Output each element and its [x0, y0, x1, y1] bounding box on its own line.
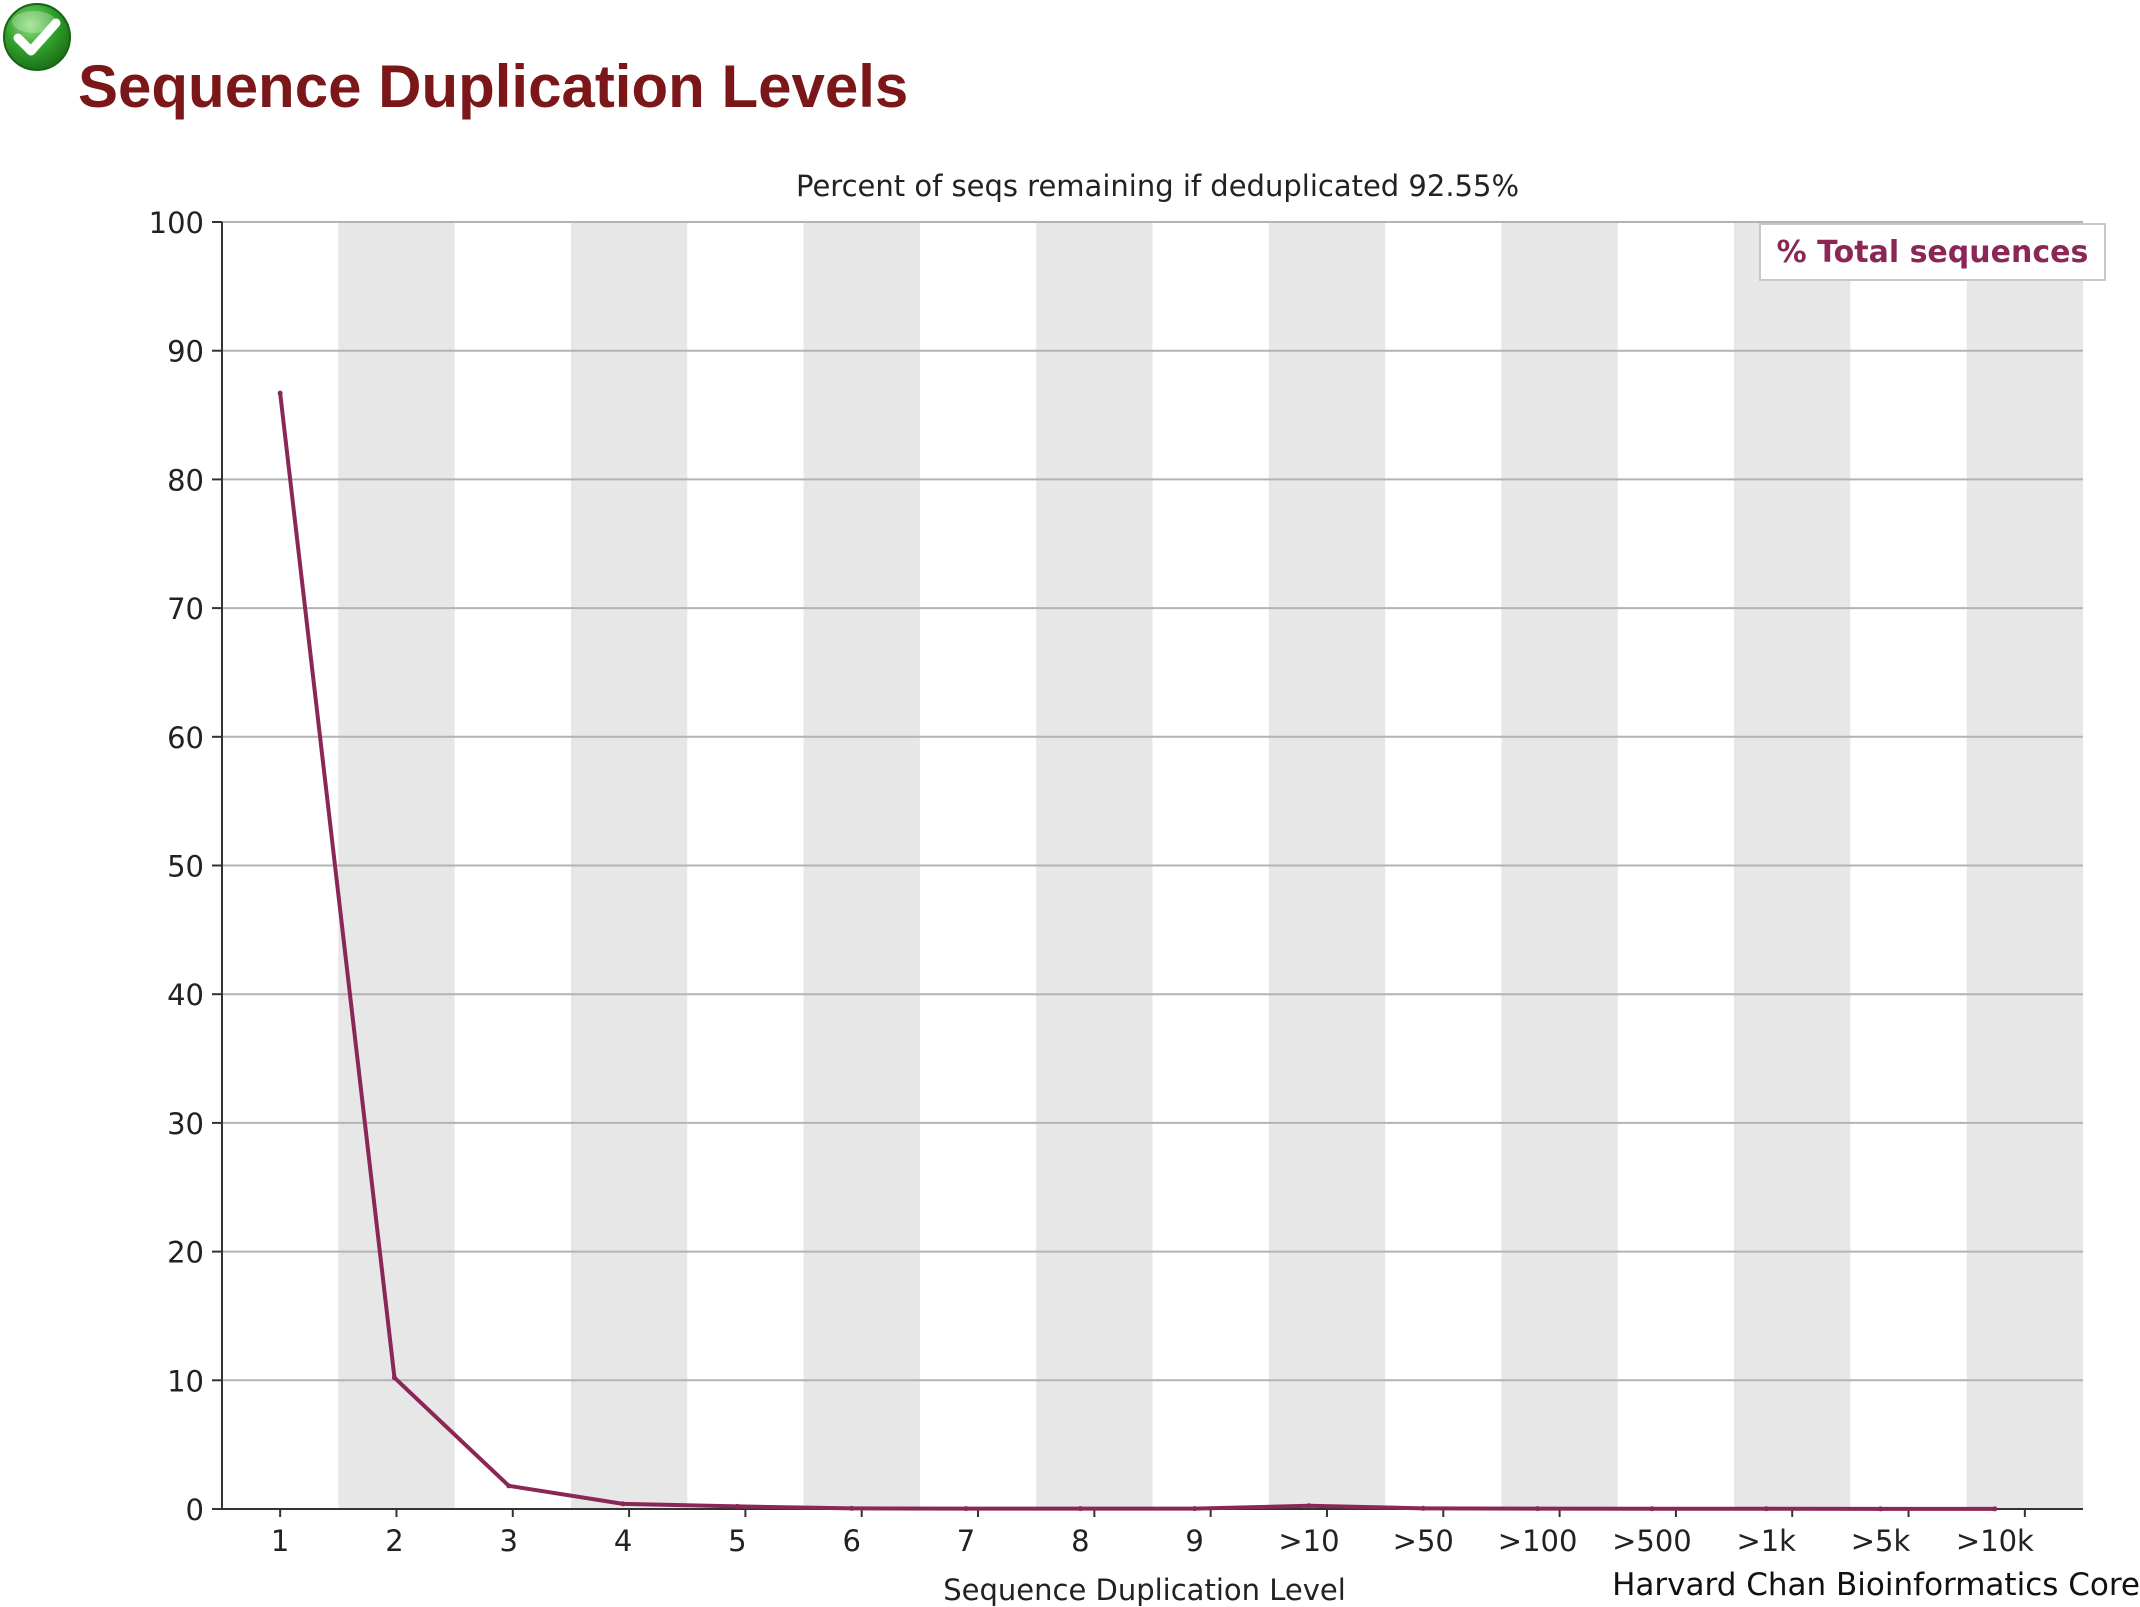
data-point	[391, 1375, 397, 1381]
data-point	[1077, 1506, 1083, 1512]
x-tick-label: >10	[1278, 1524, 1339, 1558]
x-tick-label: >100	[1498, 1524, 1578, 1558]
series-line	[278, 392, 1995, 1511]
data-point	[1535, 1506, 1541, 1512]
data-point	[1878, 1506, 1884, 1512]
y-tick-label: 0	[186, 1493, 204, 1527]
x-tick-label: >10k	[1956, 1524, 2034, 1558]
data-point	[1192, 1506, 1198, 1512]
y-tick-label: 30	[167, 1107, 204, 1141]
data-point	[1763, 1506, 1769, 1512]
x-tick-label: 8	[1071, 1524, 1089, 1558]
x-tick-label: 9	[1185, 1524, 1203, 1558]
y-tick-label: 100	[149, 206, 204, 240]
x-tick-label: >50	[1393, 1524, 1454, 1558]
y-tick-label: 20	[167, 1236, 204, 1270]
y-tick-label: 40	[167, 978, 204, 1012]
chart-title: Percent of seqs remaining if deduplicate…	[796, 169, 1519, 203]
data-point	[277, 390, 283, 396]
y-tick-label: 50	[167, 850, 204, 884]
credit-text: Harvard Chan Bioinformatics Core	[1612, 1567, 2140, 1603]
x-tick-label: 7	[957, 1524, 975, 1558]
x-tick-label: 5	[728, 1524, 746, 1558]
x-tick-label: 3	[500, 1524, 518, 1558]
y-tick-label: 90	[167, 335, 204, 369]
x-tick-label: 4	[614, 1524, 632, 1558]
x-tick-label: >1k	[1736, 1524, 1796, 1558]
page-title: Sequence Duplication Levels	[78, 53, 909, 120]
data-point	[1649, 1506, 1655, 1512]
data-point	[1306, 1503, 1312, 1509]
x-tick-label: 6	[842, 1524, 860, 1558]
data-point	[506, 1483, 512, 1489]
legend-label: % Total sequences	[1777, 235, 2089, 270]
data-point	[963, 1506, 969, 1512]
y-tick-label: 60	[167, 721, 204, 755]
x-tick-label: >5k	[1851, 1524, 1911, 1558]
data-point	[734, 1503, 740, 1509]
legend-box	[1759, 223, 2106, 281]
data-point	[849, 1505, 855, 1511]
data-point	[620, 1501, 626, 1507]
y-tick-label: 10	[167, 1364, 204, 1398]
data-point	[1420, 1505, 1426, 1511]
check-circle-icon	[3, 3, 71, 71]
data-point	[1992, 1506, 1998, 1512]
y-tick-label: 70	[167, 592, 204, 626]
x-tick-label: 1	[271, 1524, 289, 1558]
y-tick-label: 80	[167, 463, 204, 497]
x-tick-label: >500	[1612, 1524, 1692, 1558]
x-axis-label: Sequence Duplication Level	[943, 1573, 1346, 1607]
x-tick-label: 2	[385, 1524, 403, 1558]
